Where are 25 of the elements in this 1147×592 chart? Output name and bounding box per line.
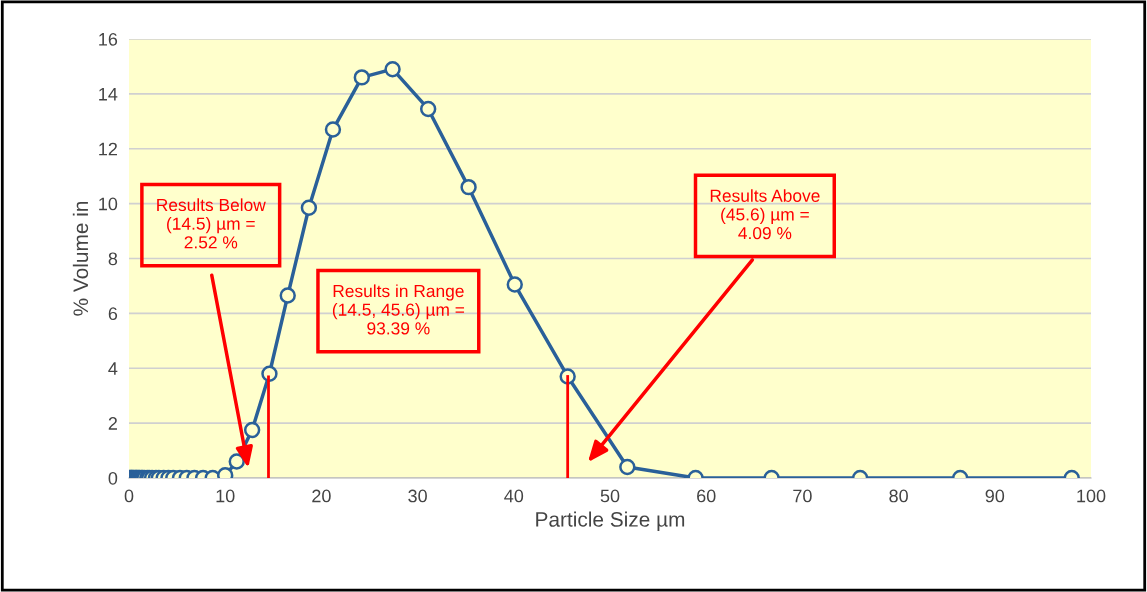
- x-axis-title: Particle Size µm: [536, 511, 685, 531]
- y-tick-label: 4: [108, 362, 118, 375]
- y-tick-label: 0: [108, 471, 118, 485]
- x-tick-label: 50: [600, 489, 620, 503]
- y-tick-label: 12: [99, 142, 117, 156]
- y-tick-label: 2: [108, 417, 117, 430]
- y-tick-label: 6: [108, 307, 118, 321]
- x-tick-label: 80: [889, 489, 908, 503]
- y-tick-label: 16: [99, 32, 118, 46]
- annotation: Results Below (14.5) µm = 2.52 %: [157, 198, 266, 249]
- y-tick-label: 14: [99, 88, 118, 101]
- y-tick-label: 10: [99, 197, 118, 211]
- x-tick-label: 40: [504, 489, 524, 503]
- y-tick-label: 8: [108, 252, 118, 266]
- x-tick-label: 0: [124, 489, 134, 503]
- x-tick-label: 20: [312, 489, 331, 503]
- y-axis-title: % Volume in: [72, 201, 89, 316]
- x-tick-label: 90: [985, 489, 1005, 503]
- x-tick-label: 100: [1077, 489, 1106, 503]
- annotation: Results Above (45.6) µm = 4.09 %: [710, 189, 820, 240]
- annotation: Results in Range (14.5, 45.6) µm = 93.39 %: [332, 284, 465, 335]
- x-tick-label: 10: [216, 489, 235, 503]
- x-tick-label: 30: [408, 489, 427, 503]
- x-tick-label: 60: [697, 489, 716, 503]
- x-tick-label: 70: [793, 489, 812, 503]
